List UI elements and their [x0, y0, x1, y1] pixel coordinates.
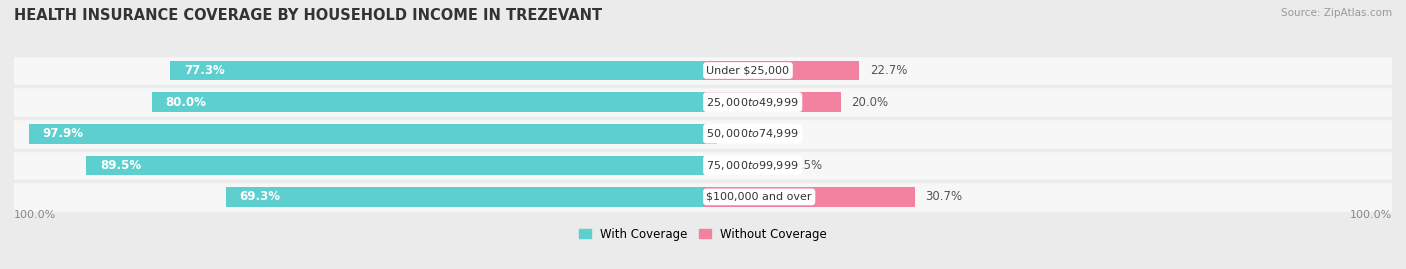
- Bar: [14, 55, 1392, 86]
- Bar: [152, 92, 703, 112]
- Text: 100.0%: 100.0%: [1350, 210, 1392, 220]
- Text: 97.9%: 97.9%: [42, 127, 83, 140]
- Text: 89.5%: 89.5%: [100, 159, 141, 172]
- Text: Under $25,000: Under $25,000: [706, 66, 789, 76]
- Bar: [703, 61, 859, 80]
- Bar: [703, 155, 775, 175]
- Text: 30.7%: 30.7%: [925, 190, 962, 203]
- Text: HEALTH INSURANCE COVERAGE BY HOUSEHOLD INCOME IN TREZEVANT: HEALTH INSURANCE COVERAGE BY HOUSEHOLD I…: [14, 8, 602, 23]
- Bar: [703, 92, 841, 112]
- Bar: [703, 187, 914, 207]
- Bar: [170, 61, 703, 80]
- Text: 20.0%: 20.0%: [851, 95, 889, 109]
- Text: 80.0%: 80.0%: [166, 95, 207, 109]
- Legend: With Coverage, Without Coverage: With Coverage, Without Coverage: [574, 223, 832, 246]
- Text: $100,000 and over: $100,000 and over: [706, 192, 811, 202]
- Text: 10.5%: 10.5%: [786, 159, 823, 172]
- Text: 77.3%: 77.3%: [184, 64, 225, 77]
- Bar: [14, 87, 1392, 117]
- Text: $75,000 to $99,999: $75,000 to $99,999: [706, 159, 799, 172]
- Text: $25,000 to $49,999: $25,000 to $49,999: [706, 95, 799, 109]
- Text: 69.3%: 69.3%: [239, 190, 280, 203]
- Text: 2.1%: 2.1%: [728, 127, 758, 140]
- Bar: [28, 124, 703, 143]
- Bar: [14, 182, 1392, 212]
- Text: 100.0%: 100.0%: [14, 210, 56, 220]
- Text: $50,000 to $74,999: $50,000 to $74,999: [706, 127, 799, 140]
- Bar: [703, 124, 717, 143]
- Bar: [14, 119, 1392, 149]
- Bar: [86, 155, 703, 175]
- Bar: [225, 187, 703, 207]
- Bar: [14, 150, 1392, 180]
- Text: Source: ZipAtlas.com: Source: ZipAtlas.com: [1281, 8, 1392, 18]
- Text: 22.7%: 22.7%: [870, 64, 907, 77]
